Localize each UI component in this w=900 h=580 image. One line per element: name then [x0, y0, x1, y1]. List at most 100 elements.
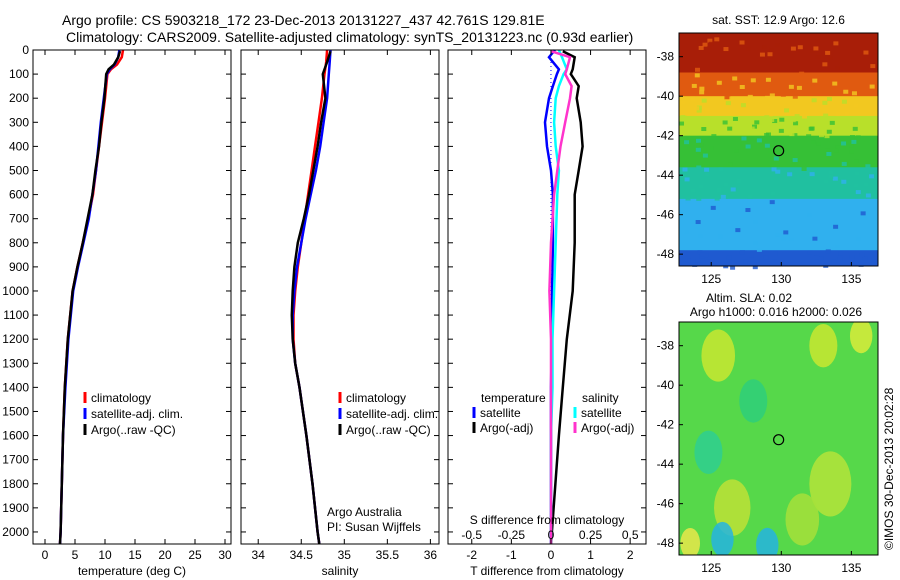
temperature-x-tick-label: 25 — [188, 548, 202, 562]
sst-texture-cell — [833, 41, 839, 46]
sst-texture-cell — [716, 187, 722, 192]
sst-texture-cell — [769, 47, 775, 52]
sst-texture-cell — [810, 49, 816, 54]
salinity-x-tick-label: 35.5 — [376, 548, 400, 562]
sst-texture-cell — [852, 126, 858, 131]
sst-texture-cell — [684, 140, 690, 145]
sla-anomaly-blob-0 — [701, 329, 736, 382]
legend-group-temperature: temperature — [481, 391, 546, 405]
argo-australia-note: Argo Australia — [327, 505, 402, 519]
sst-texture-cell — [696, 108, 702, 113]
sst-band-6 — [679, 198, 878, 251]
sla-map-y-tick-label: -38 — [657, 339, 675, 353]
sst-texture-cell — [735, 228, 741, 233]
depth-tick-label: 2000 — [2, 525, 29, 539]
sst-texture-cell — [769, 93, 775, 98]
figure-title-line-1: Argo profile: CS 5903218_172 23-Dec-2013… — [62, 12, 545, 28]
sst-texture-cell — [851, 91, 857, 96]
sal-legend-1-label: satellite-adj. clim. — [346, 407, 438, 421]
legend-group-salinity: salinity — [582, 391, 619, 405]
difference-plot-frame — [447, 49, 647, 545]
sst-texture-cell — [825, 50, 831, 55]
sst-texture-cell — [772, 251, 778, 256]
sst-texture-cell — [811, 81, 817, 86]
tdiff-x-tick-label: -2 — [466, 548, 477, 562]
sst-texture-cell — [815, 55, 821, 60]
temp-line-argo---raw--qc- — [58, 50, 122, 545]
sst-texture-cell — [826, 151, 832, 156]
sst-texture-cell — [698, 117, 704, 122]
sst-texture-cell — [749, 126, 755, 131]
sst-texture-cell — [717, 234, 723, 239]
sst-texture-cell — [696, 105, 702, 110]
sst-texture-cell — [809, 85, 815, 90]
sst-texture-cell — [835, 112, 841, 117]
sst-texture-cell — [739, 120, 745, 125]
sst-texture-cell — [807, 213, 813, 218]
sst-texture-cell — [831, 76, 837, 81]
temperature-x-tick-label: 20 — [158, 548, 172, 562]
salinity-axis-label: salinity — [322, 564, 359, 578]
sst-texture-cell — [705, 259, 711, 264]
sst-texture-cell — [797, 45, 803, 50]
temperature-plot-frame — [32, 49, 232, 545]
sst-texture-cell — [841, 72, 847, 77]
sst-texture-cell — [855, 190, 861, 195]
sdiff-tick-label: -0.25 — [498, 528, 526, 542]
sst-texture-cell — [764, 132, 770, 137]
sst-texture-cell — [841, 179, 847, 184]
sla-map-y-tick-label: -46 — [657, 497, 675, 511]
sst-texture-cell — [716, 80, 722, 85]
sst-texture-cell — [732, 76, 738, 81]
sst-texture-cell — [802, 79, 808, 84]
sst-texture-cell — [856, 236, 862, 241]
sla-anomaly-blob-3 — [739, 379, 768, 423]
sla-map-y-tick-label: -42 — [657, 418, 675, 432]
sst-texture-cell — [813, 46, 819, 51]
depth-tick-label: 300 — [9, 115, 29, 129]
sst-band-7 — [679, 250, 878, 267]
temperature-x-tick-label: 30 — [218, 548, 232, 562]
sst-texture-cell — [685, 258, 691, 263]
sdiff-tick-label: 0.25 — [579, 528, 603, 542]
sla-map-title: Altim. SLA: 0.02 — [706, 291, 792, 305]
sst-texture-cell — [747, 94, 753, 99]
sst-map-y-tick-label: -44 — [657, 168, 675, 182]
sst-texture-cell — [838, 251, 844, 256]
sst-texture-cell — [769, 124, 775, 129]
diff-legend-t-sat-label: satellite — [480, 406, 521, 420]
temperature-x-tick-label: 15 — [128, 548, 142, 562]
sst-texture-cell — [744, 130, 750, 135]
sst-texture-cell — [769, 200, 775, 205]
sst-texture-cell — [855, 135, 861, 140]
sst-texture-cell — [741, 136, 747, 141]
sst-texture-cell — [849, 254, 855, 259]
sst-texture-cell — [835, 145, 841, 150]
sst-texture-cell — [790, 46, 796, 51]
sst-texture-cell — [770, 191, 776, 196]
sst-texture-cell — [701, 98, 707, 103]
depth-tick-label: 1900 — [2, 501, 29, 515]
sst-texture-cell — [736, 178, 742, 183]
sla-map-x-tick-label: 135 — [841, 561, 861, 575]
pi-note: PI: Susan Wijffels — [327, 520, 421, 534]
sdiff-axis-label: S difference from climatology — [470, 513, 625, 527]
sst-texture-cell — [789, 132, 795, 137]
sst-texture-cell — [723, 194, 729, 199]
depth-tick-label: 1200 — [2, 332, 29, 346]
sst-texture-cell — [684, 200, 690, 205]
sst-texture-cell — [858, 262, 864, 267]
sst-texture-cell — [801, 114, 807, 119]
sst-texture-cell — [823, 72, 829, 77]
salinity-x-tick-label: 34 — [252, 548, 266, 562]
sst-texture-cell — [851, 139, 857, 144]
depth-tick-label: 600 — [9, 188, 29, 202]
sla-anomaly-blob-6 — [714, 479, 751, 536]
depth-tick-label: 1600 — [2, 429, 29, 443]
sst-texture-cell — [773, 156, 779, 161]
sst-texture-cell — [792, 133, 798, 138]
sst-texture-cell — [822, 100, 828, 105]
sst-texture-cell — [853, 183, 859, 188]
sst-texture-cell — [780, 92, 786, 97]
sst-texture-cell — [809, 126, 815, 131]
